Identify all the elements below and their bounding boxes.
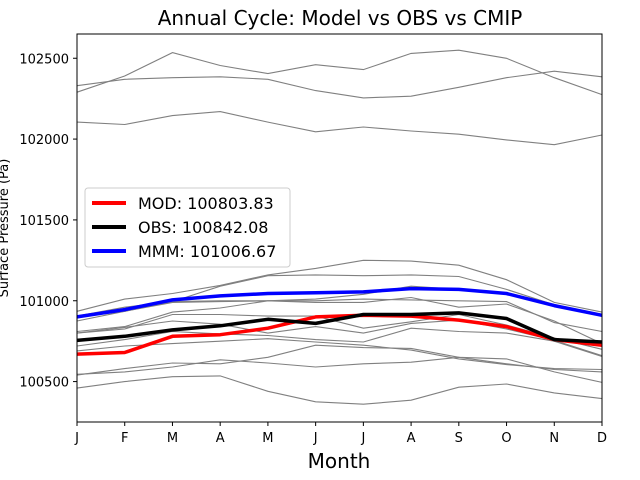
x-tick-label: S [455,431,463,446]
ensemble-line-3 [76,111,603,146]
ensemble-line-10 [76,319,603,357]
y-tick-label: 102000 [19,133,69,148]
y-tick-label: 101500 [19,214,69,229]
x-tick-label: A [407,431,416,446]
x-tick-label: N [549,431,559,446]
legend-label-mmm: MMM: 101006.67 [138,242,276,261]
x-tick-label: F [121,431,128,446]
ensemble-line-2 [76,49,603,96]
y-axis: 100500 101000 101500 102000 102500 [19,52,77,391]
ensemble-line-15 [76,375,603,405]
x-tick-label: J [74,431,79,446]
ensemble-line-4 [76,259,603,313]
x-tick-label: O [501,431,511,446]
plot-frame [76,33,603,423]
y-tick-label: 102500 [19,52,69,67]
legend: MOD: 100803.83 OBS: 100842.08 MMM: 10100… [84,187,291,268]
ensemble-line-1 [76,70,603,99]
legend-box [84,187,291,268]
x-tick-label: D [597,431,607,446]
x-tick-label: M [167,431,178,446]
series-line-mmm [76,286,603,319]
chart-title: Annual Cycle: Model vs OBS vs CMIP [158,6,523,30]
series-line-mod [76,313,603,356]
y-axis-label: Surface Pressure (Pa) [0,159,12,298]
legend-label-mod: MOD: 100803.83 [138,194,274,213]
legend-label-obs: OBS: 100842.08 [138,218,268,237]
ensemble-line-8 [76,296,603,345]
ensemble-line-13 [76,344,603,383]
main-series-lines [76,286,603,356]
ensemble-line-11 [76,327,603,358]
x-axis-label: Month [308,449,371,473]
ensemble-line-14 [76,356,603,375]
y-tick-label: 101000 [19,295,69,310]
ensemble-line-7 [76,298,603,333]
y-tick-label: 100500 [19,376,69,391]
x-tick-label: M [262,431,273,446]
x-tick-label: J [313,431,318,446]
x-tick-label: A [216,431,225,446]
series-line-obs [76,311,603,344]
x-tick-label: J [360,431,365,446]
